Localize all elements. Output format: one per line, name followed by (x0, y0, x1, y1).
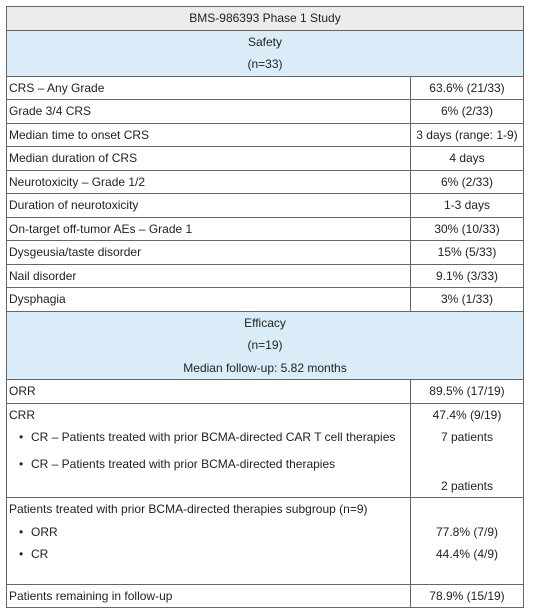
row-value: 63.6% (21/33) (410, 75, 524, 101)
study-table-container: BMS-986393 Phase 1 Study Safety (n=33) C… (6, 6, 524, 608)
table-row: Duration of neurotoxicity 1-3 days (6, 193, 524, 218)
row-value: 30% (10/33) (410, 216, 524, 242)
row-label: Dysgeusia/taste disorder (6, 240, 411, 265)
row-label: On-target off-tumor AEs – Grade 1 (6, 216, 411, 242)
table-row: Median time to onset CRS 3 days (range: 1… (6, 122, 524, 148)
row-value: 1-3 days (410, 193, 524, 218)
row-value: 15% (5/33) (410, 240, 524, 265)
crr-label: CRR (9, 407, 35, 422)
row-value: 9.1% (3/33) (410, 263, 524, 289)
table-row: On-target off-tumor AEs – Grade 1 30% (10… (6, 216, 524, 242)
table-title: BMS-986393 Phase 1 Study (6, 6, 524, 31)
crr-value: 47.4% (9/19) (432, 407, 502, 422)
row-value: 3% (1/33) (410, 287, 524, 312)
table-row: Neurotoxicity – Grade 1/2 6% (2/33) (6, 169, 524, 195)
row-label: ORR (6, 379, 411, 404)
row-label: Patients remaining in follow-up (6, 583, 411, 608)
table-row: CRS – Any Grade 63.6% (21/33) (6, 75, 524, 101)
safety-section-header: Safety (n=33) (6, 29, 524, 77)
efficacy-section-header: Efficacy (n=19) Median follow-up: 5.82 m… (6, 310, 524, 381)
efficacy-n: (n=19) (247, 338, 283, 353)
safety-heading: Safety (247, 34, 283, 49)
table-row: Grade 3/4 CRS 6% (2/33) (6, 99, 524, 124)
table-row: Dysphagia 3% (1/33) (6, 287, 524, 312)
row-label: Dysphagia (6, 287, 411, 312)
list-item: CR – Patients treated with prior BCMA-di… (19, 453, 408, 476)
efficacy-heading: Efficacy (244, 315, 286, 330)
row-label: Median duration of CRS (6, 146, 411, 171)
table-row: Median duration of CRS 4 days (6, 146, 524, 171)
crr-label-cell: CRR CR – Patients treated with prior BCM… (6, 402, 411, 499)
subgroup-label-cell: Patients treated with prior BCMA-directe… (6, 497, 411, 585)
row-value: 78.9% (15/19) (410, 583, 524, 608)
row-label: CRS – Any Grade (6, 75, 411, 101)
list-item: CR (19, 543, 408, 566)
crr-bullet-list: CR – Patients treated with prior BCMA-di… (9, 426, 408, 475)
row-label: Nail disorder (6, 263, 411, 289)
row-label: Duration of neurotoxicity (6, 193, 411, 218)
row-value: 3 days (range: 1-9) (410, 122, 524, 148)
table-row-remaining: Patients remaining in follow-up 78.9% (1… (6, 583, 524, 608)
subgroup-value-cr: 44.4% (4/9) (435, 547, 499, 562)
row-label: Neurotoxicity – Grade 1/2 (6, 169, 411, 195)
subgroup-value-orr: 77.8% (7/9) (435, 524, 499, 539)
safety-n: (n=33) (247, 57, 283, 72)
row-label: Grade 3/4 CRS (6, 99, 411, 124)
table-row-orr: ORR 89.5% (17/19) (6, 379, 524, 404)
subgroup-bullet-list: ORR CR (9, 521, 408, 566)
list-item: ORR (19, 521, 408, 544)
subgroup-label: Patients treated with prior BCMA-directe… (9, 502, 368, 517)
row-value: 6% (2/33) (410, 99, 524, 124)
table-row: Dysgeusia/taste disorder 15% (5/33) (6, 240, 524, 265)
subgroup-values-cell: 77.8% (7/9) 44.4% (4/9) (410, 497, 524, 585)
crr-values-cell: 47.4% (9/19) 7 patients 2 patients (410, 402, 524, 499)
table-row-subgroup: Patients treated with prior BCMA-directe… (6, 497, 524, 585)
efficacy-followup: Median follow-up: 5.82 months (183, 360, 347, 375)
row-value: 89.5% (17/19) (410, 379, 524, 404)
crr-bullet-value-1: 7 patients (440, 430, 494, 445)
study-table: BMS-986393 Phase 1 Study Safety (n=33) C… (6, 6, 524, 608)
row-label: Median time to onset CRS (6, 122, 411, 148)
crr-bullet-value-2: 2 patients (440, 478, 494, 493)
row-value: 6% (2/33) (410, 169, 524, 195)
list-item: CR – Patients treated with prior BCMA-di… (19, 426, 408, 449)
table-row-crr: CRR CR – Patients treated with prior BCM… (6, 402, 524, 499)
row-value: 4 days (410, 146, 524, 171)
table-row: Nail disorder 9.1% (3/33) (6, 263, 524, 289)
